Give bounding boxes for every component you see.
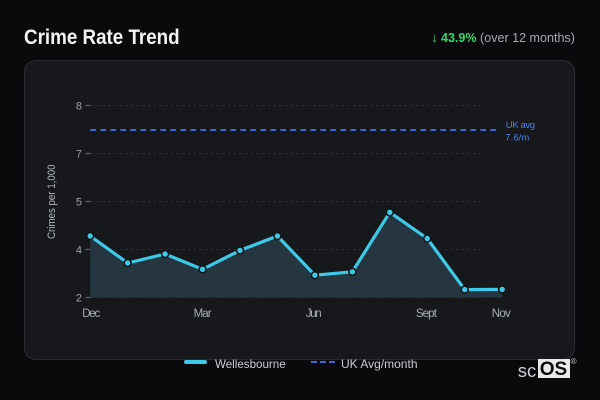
svg-text:2: 2: [76, 293, 82, 305]
svg-text:UK avg: UK avg: [506, 120, 535, 131]
svg-text:7.6/m: 7.6/m: [505, 132, 529, 143]
svg-text:Crimes per 1,000: Crimes per 1,000: [46, 164, 58, 239]
svg-text:Nov: Nov: [492, 308, 511, 320]
svg-text:Dec: Dec: [82, 308, 100, 320]
svg-text:4: 4: [76, 245, 82, 257]
svg-text:5: 5: [76, 197, 82, 209]
svg-text:Sept: Sept: [416, 308, 438, 320]
svg-text:7: 7: [76, 149, 82, 161]
svg-text:Jun: Jun: [306, 308, 322, 320]
svg-text:8: 8: [76, 101, 82, 113]
svg-text:Mar: Mar: [194, 308, 212, 320]
